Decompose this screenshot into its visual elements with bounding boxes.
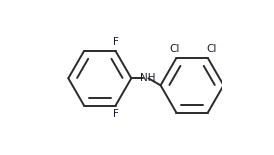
Text: F: F: [113, 37, 118, 47]
Text: Cl: Cl: [170, 44, 180, 54]
Text: NH: NH: [140, 73, 155, 83]
Text: Cl: Cl: [207, 44, 217, 54]
Text: F: F: [113, 109, 118, 119]
